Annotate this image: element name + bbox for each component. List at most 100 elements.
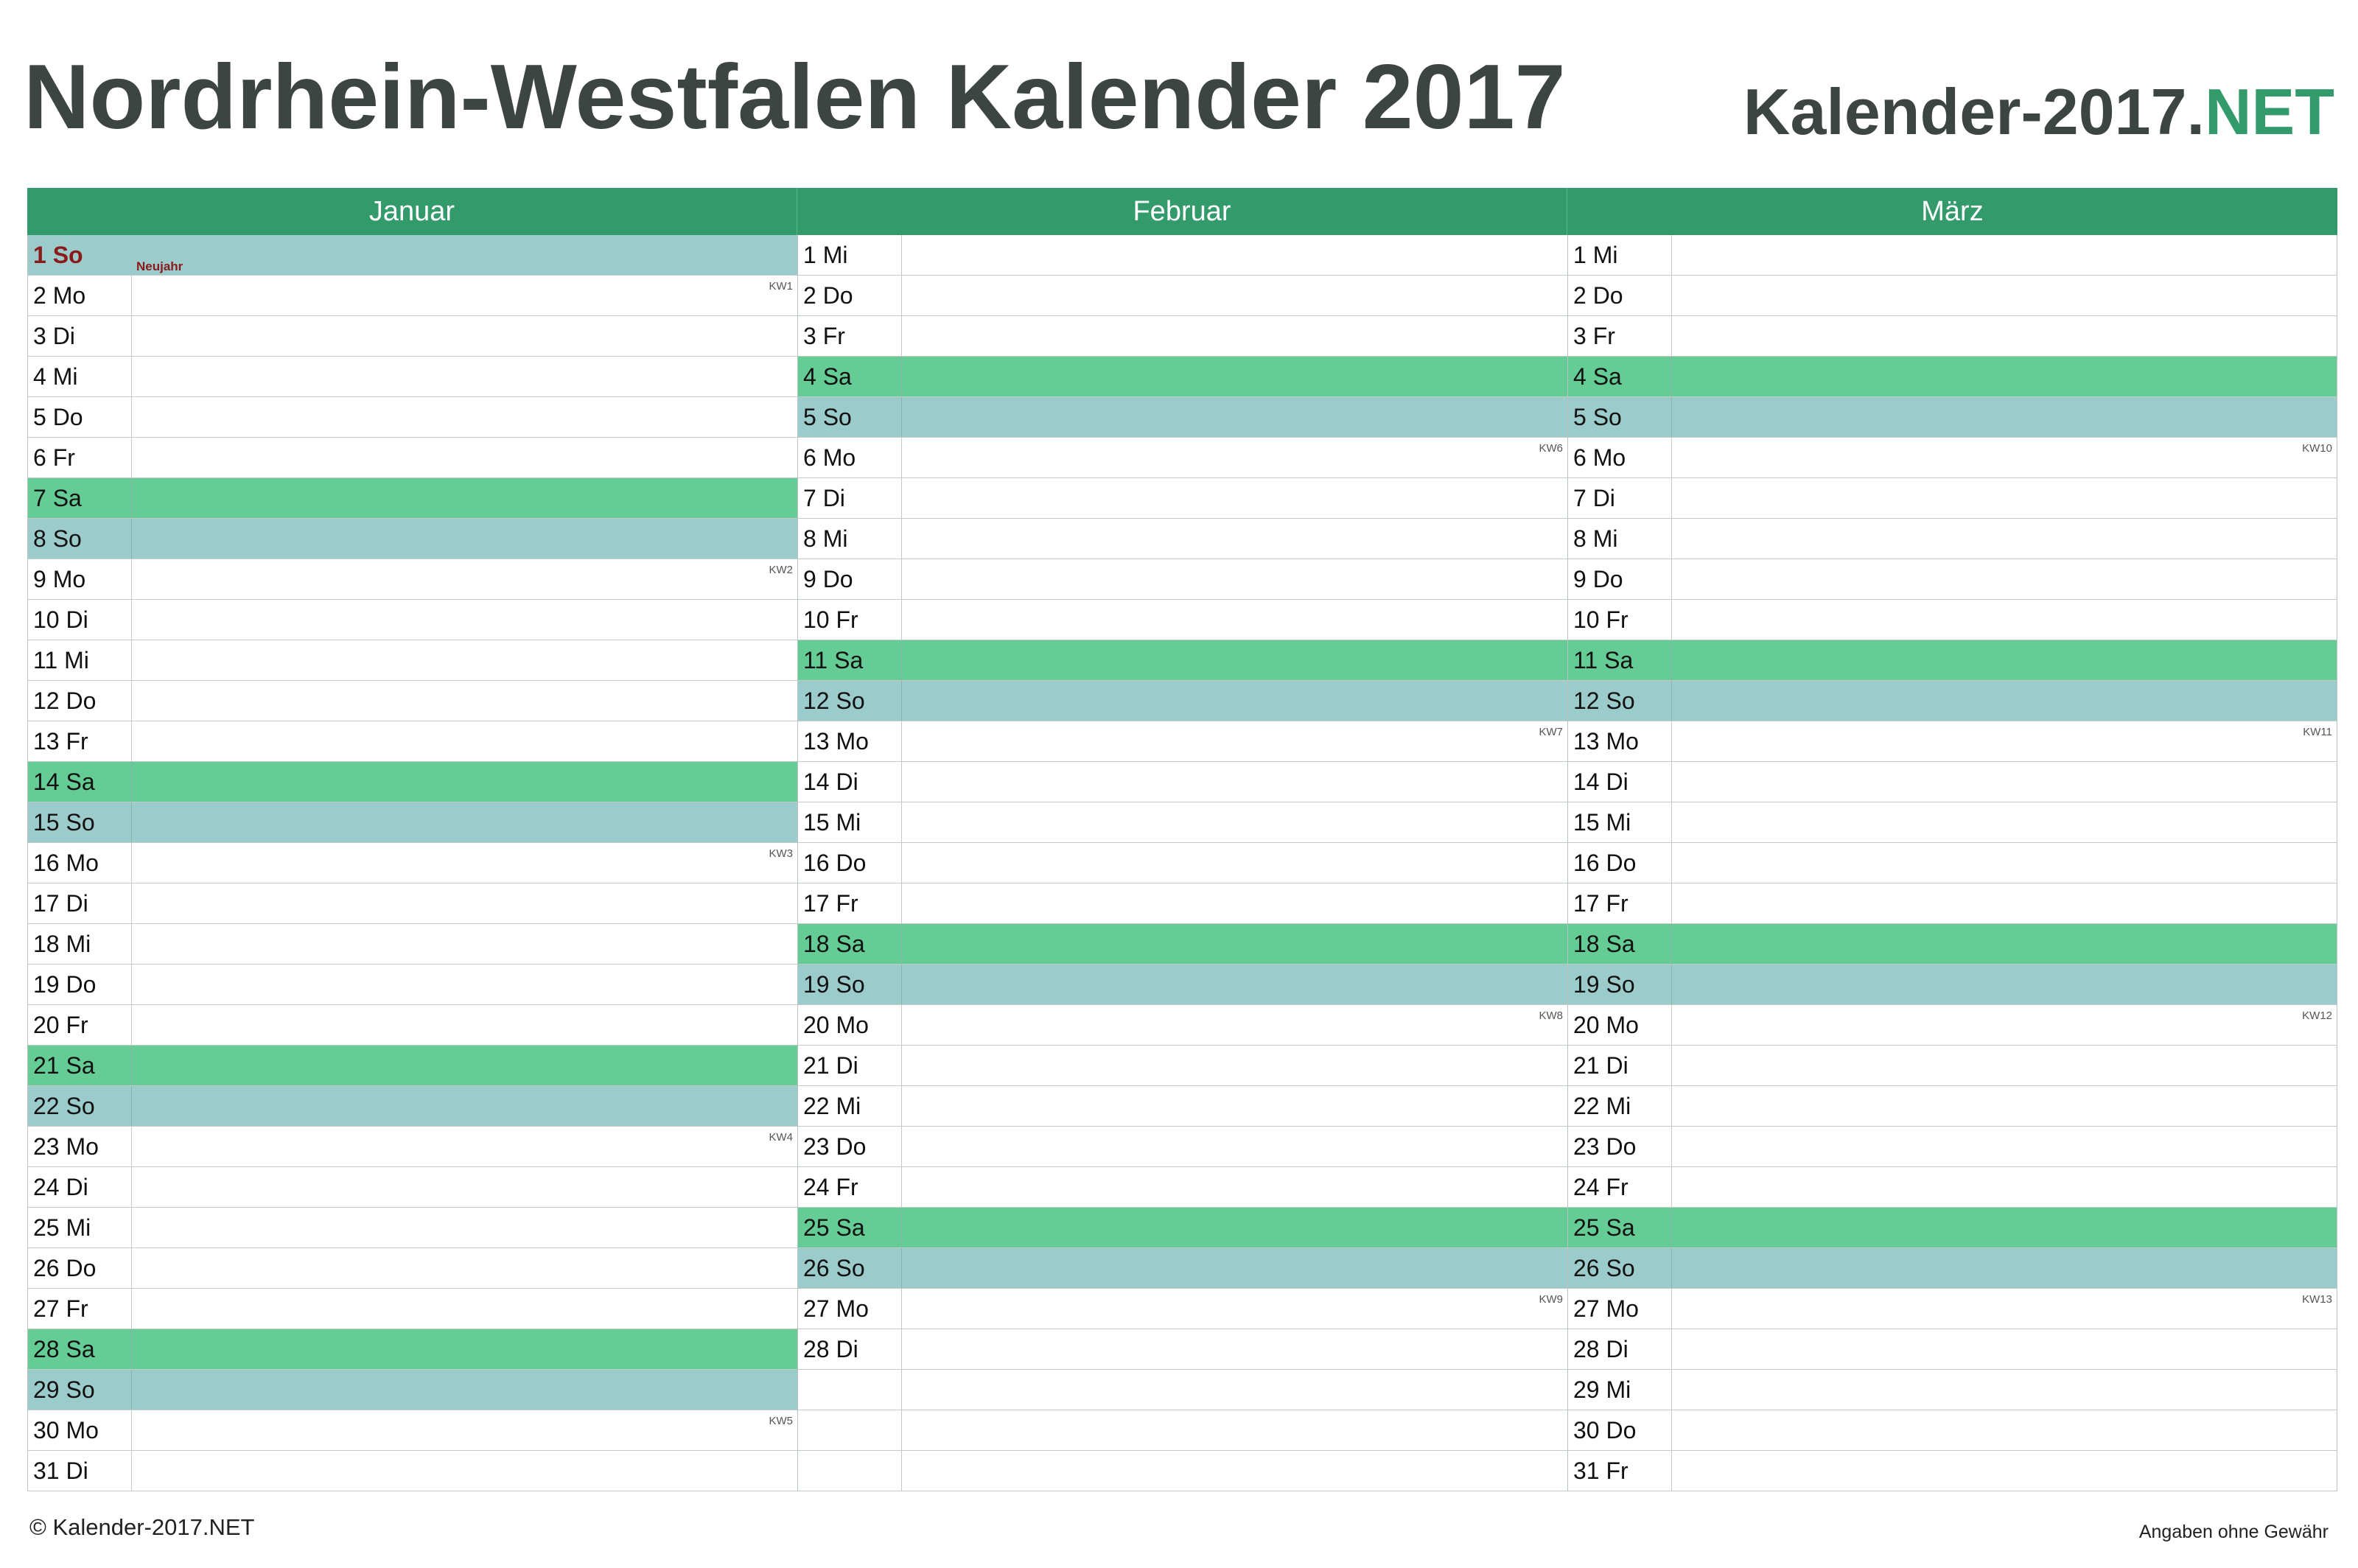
brand-accent: NET — [2205, 75, 2334, 148]
day-label: 16 Mo — [28, 843, 132, 883]
day-note-cell — [902, 924, 1567, 964]
day-label: 22 Mi — [798, 1086, 902, 1126]
day-note-cell — [1672, 1208, 2337, 1247]
week-number: KW8 — [1539, 1009, 1563, 1022]
day-label: 15 Mi — [1568, 802, 1672, 842]
day-note-cell — [902, 1370, 1567, 1410]
day-label: 16 Do — [798, 843, 902, 883]
day-row: 13 Fr — [28, 721, 797, 762]
day-note-cell — [1672, 1410, 2337, 1450]
day-row: 16 Mo KW3 — [28, 843, 797, 883]
day-row: 10 Fr — [1568, 600, 2337, 640]
day-row: 12 So — [798, 681, 1567, 721]
day-note-cell — [132, 1451, 797, 1491]
day-label: 14 Di — [798, 762, 902, 802]
day-row: 28 Di — [798, 1329, 1567, 1370]
day-note-cell — [902, 762, 1567, 802]
day-note-cell — [902, 1410, 1567, 1450]
week-number: KW1 — [769, 280, 793, 293]
day-note-cell — [902, 681, 1567, 721]
day-row: 6 Fr — [28, 438, 797, 478]
day-row: 23 Do — [1568, 1127, 2337, 1167]
week-number: KW6 — [1539, 442, 1563, 455]
day-row: 7 Di — [1568, 478, 2337, 519]
day-label: 14 Sa — [28, 762, 132, 802]
day-note-cell — [1672, 1167, 2337, 1207]
day-label: 22 So — [28, 1086, 132, 1126]
day-label: 13 Fr — [28, 721, 132, 761]
day-note-cell — [132, 1046, 797, 1085]
day-label — [798, 1451, 902, 1491]
day-label: 20 Mo — [1568, 1005, 1672, 1045]
day-row: 11 Mi — [28, 640, 797, 681]
day-note-cell — [902, 1127, 1567, 1166]
month-column: Februar 1 Mi 2 Do 3 Fr 4 Sa 5 So 6 Mo KW6 7 Di 8 … — [797, 188, 1567, 1491]
day-row: 26 So — [798, 1248, 1567, 1289]
day-label: 11 Sa — [1568, 640, 1672, 680]
day-label: 18 Mi — [28, 924, 132, 964]
day-label: 17 Fr — [798, 883, 902, 923]
day-label: 29 Mi — [1568, 1370, 1672, 1410]
day-row: 24 Fr — [1568, 1167, 2337, 1208]
month-header: Januar — [27, 188, 797, 235]
day-label: 22 Mi — [1568, 1086, 1672, 1126]
day-row: 21 Sa — [28, 1046, 797, 1086]
week-number: KW2 — [769, 564, 793, 576]
day-row: 24 Fr — [798, 1167, 1567, 1208]
day-label: 5 So — [1568, 397, 1672, 437]
day-note-cell — [132, 762, 797, 802]
day-note-cell — [1672, 397, 2337, 437]
week-number: KW9 — [1539, 1293, 1563, 1306]
day-note-cell — [1672, 1127, 2337, 1166]
day-row: 18 Sa — [1568, 924, 2337, 965]
day-note-cell — [902, 397, 1567, 437]
day-note-cell: Neujahr — [132, 235, 797, 275]
day-label: 10 Di — [28, 600, 132, 640]
day-row: 22 Mi — [798, 1086, 1567, 1127]
day-row: 17 Fr — [1568, 883, 2337, 924]
day-note-cell: KW13 — [1672, 1289, 2337, 1329]
day-row: 17 Fr — [798, 883, 1567, 924]
day-row: 6 Mo KW6 — [798, 438, 1567, 478]
day-note-cell — [1672, 802, 2337, 842]
day-label: 7 Sa — [28, 478, 132, 518]
day-note-cell: KW11 — [1672, 721, 2337, 761]
day-note-cell — [902, 883, 1567, 923]
day-row: 16 Do — [798, 843, 1567, 883]
day-row: 5 Do — [28, 397, 797, 438]
day-label: 23 Do — [1568, 1127, 1672, 1166]
day-label: 2 Do — [798, 276, 902, 315]
day-row: 11 Sa — [798, 640, 1567, 681]
day-row — [798, 1451, 1567, 1491]
day-label: 11 Sa — [798, 640, 902, 680]
day-label: 27 Mo — [1568, 1289, 1672, 1329]
day-row: 22 Mi — [1568, 1086, 2337, 1127]
day-row: 1 Mi — [798, 235, 1567, 276]
day-label: 27 Mo — [798, 1289, 902, 1329]
day-note-cell — [902, 802, 1567, 842]
day-label: 6 Fr — [28, 438, 132, 477]
day-row: 15 Mi — [1568, 802, 2337, 843]
day-label: 3 Di — [28, 316, 132, 356]
day-note-cell — [132, 600, 797, 640]
day-row: 20 Mo KW8 — [798, 1005, 1567, 1046]
day-row: 2 Do — [798, 276, 1567, 316]
day-row: 28 Di — [1568, 1329, 2337, 1370]
day-row: 23 Mo KW4 — [28, 1127, 797, 1167]
day-note-cell — [902, 357, 1567, 396]
day-label: 18 Sa — [798, 924, 902, 964]
day-note-cell — [132, 1005, 797, 1045]
day-note-cell — [132, 357, 797, 396]
day-row: 3 Fr — [1568, 316, 2337, 357]
day-row: 8 Mi — [798, 519, 1567, 559]
day-label: 23 Mo — [28, 1127, 132, 1166]
month-days: 1 Mi 2 Do 3 Fr 4 Sa 5 So 6 Mo KW10 7 Di 8 Mi 9 Do… — [1567, 235, 2337, 1491]
day-note-cell — [1672, 316, 2337, 356]
day-note-cell — [902, 235, 1567, 275]
brand-main: Kalender-2017. — [1743, 75, 2205, 148]
month-header: Februar — [797, 188, 1567, 235]
day-label: 4 Mi — [28, 357, 132, 396]
day-row: 17 Di — [28, 883, 797, 924]
day-note-cell — [902, 478, 1567, 518]
day-label: 6 Mo — [798, 438, 902, 477]
